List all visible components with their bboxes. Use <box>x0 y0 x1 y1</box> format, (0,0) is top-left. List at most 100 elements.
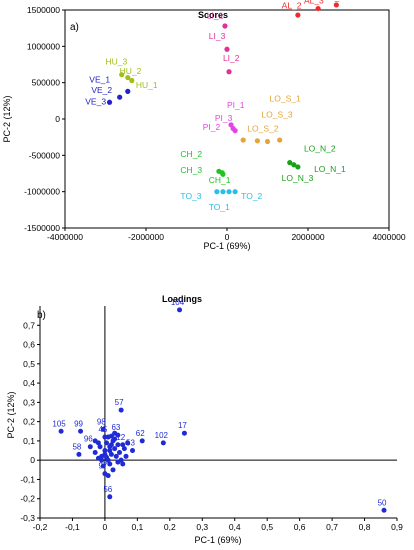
loadings-point <box>115 432 121 438</box>
scores-point <box>220 189 226 195</box>
scores-point <box>226 69 232 75</box>
loadings-y-tick-label: 0,7 <box>23 320 35 330</box>
loadings-y-tick-label: 0,3 <box>23 397 35 407</box>
scores-point-label: HU_1 <box>136 80 158 90</box>
loadings-point <box>121 446 127 452</box>
scores-point <box>119 72 125 78</box>
loadings-point-label: 99 <box>74 419 83 428</box>
loadings-y-tick-label: 0,6 <box>23 340 35 350</box>
loadings-point-label: 53 <box>126 439 135 448</box>
scores-point <box>333 2 339 8</box>
scores-x-tick-label: 4000000 <box>372 232 405 242</box>
loadings-point <box>115 442 121 448</box>
scores-point-label: CH_1 <box>209 175 231 185</box>
loadings-y-tick-label: -0,3 <box>20 513 35 523</box>
loadings-point <box>58 428 64 434</box>
scores-point <box>254 138 260 144</box>
scores-x-tick-label: 2000000 <box>291 232 324 242</box>
loadings-point <box>120 461 126 467</box>
loadings-title: Loadings <box>162 294 202 304</box>
scores-y-tick-label: -500000 <box>29 150 60 160</box>
loadings-point <box>125 440 131 446</box>
scores-y-tick-label: -1500000 <box>24 223 60 233</box>
scores-point <box>224 46 230 52</box>
scores-point-label: CH_2 <box>180 149 202 159</box>
loadings-point <box>100 463 106 469</box>
scores-x-tick-label: 0 <box>225 232 230 242</box>
loadings-x-tick-label: 0,8 <box>359 522 371 532</box>
loadings-point <box>92 449 98 455</box>
scores-point-label: PI_2 <box>203 122 221 132</box>
scores-point <box>287 160 293 166</box>
scores-point-label: LO_N_2 <box>304 144 336 154</box>
loadings-point-label: 105 <box>52 419 66 428</box>
loadings-point <box>104 440 110 446</box>
scores-chart: a) Scores PC-1 (69%) PC-2 (12%) -4000000… <box>2 0 406 251</box>
loadings-x-tick-label: 0,4 <box>229 522 241 532</box>
scores-point <box>226 189 232 195</box>
loadings-point-label: 63 <box>111 423 120 432</box>
loadings-point <box>100 426 106 432</box>
loadings-x-tick-label: -0,1 <box>65 522 80 532</box>
loadings-point <box>110 467 116 473</box>
scores-x-tick-label: -2000000 <box>128 232 164 242</box>
loadings-y-axis-title: PC-2 (12%) <box>6 391 16 438</box>
scores-point-label: LO_N_3 <box>282 173 314 183</box>
scores-point-label: LO_N_1 <box>314 164 346 174</box>
loadings-point <box>115 459 121 465</box>
loadings-point <box>87 444 93 450</box>
loadings-point <box>112 446 118 452</box>
loadings-point <box>92 438 98 444</box>
scores-point <box>232 128 238 134</box>
loadings-x-tick-label: 0,3 <box>196 522 208 532</box>
loadings-x-tick-label: 0,2 <box>164 522 176 532</box>
scores-y-tick-label: -1000000 <box>24 187 60 197</box>
scores-point <box>232 189 238 195</box>
scores-point-label: VE_2 <box>91 85 112 95</box>
loadings-point <box>97 444 103 450</box>
loadings-point <box>102 471 108 477</box>
loadings-x-tick-label: 0,5 <box>261 522 273 532</box>
scores-point <box>214 189 220 195</box>
loadings-point <box>113 453 119 459</box>
loadings-point <box>160 440 166 446</box>
loadings-point <box>76 451 82 457</box>
scores-point-label: HU_2 <box>120 66 142 76</box>
scores-point <box>277 137 283 143</box>
loadings-point-label: 57 <box>115 398 124 407</box>
loadings-chart: b) Loadings PC-1 (69%) PC-2 (12%) -0,2 -0… <box>6 294 403 545</box>
loadings-point <box>108 451 114 457</box>
scores-x-axis-title: PC-1 (69%) <box>203 241 250 251</box>
loadings-x-tick-label: 0,6 <box>294 522 306 532</box>
loadings-point <box>181 430 187 436</box>
loadings-point <box>78 428 84 434</box>
loadings-point-label: 102 <box>155 431 169 440</box>
loadings-point-label: 104 <box>171 298 185 307</box>
scores-point-label: AL_3 <box>304 0 324 5</box>
loadings-point <box>118 407 124 413</box>
scores-point-label: PI_3 <box>215 113 233 123</box>
scores-point <box>295 164 301 170</box>
loadings-x-tick-label: 0,7 <box>326 522 338 532</box>
scores-y-tick-label: 1500000 <box>27 5 60 15</box>
loadings-point-label: 45 <box>98 425 107 434</box>
loadings-x-tick-label: 0,1 <box>131 522 143 532</box>
loadings-x-tick-label: 0,9 <box>391 522 403 532</box>
scores-point <box>129 77 135 84</box>
loadings-point <box>177 307 183 313</box>
loadings-x-tick-label: -0,2 <box>33 522 48 532</box>
loadings-y-tick-label: -0,2 <box>20 494 35 504</box>
loadings-point <box>381 507 387 513</box>
scores-point <box>222 23 228 29</box>
scores-panel-tag: a) <box>70 22 79 33</box>
scores-point-label: LI_1 <box>207 11 224 21</box>
loadings-point-label: 56 <box>103 485 112 494</box>
loadings-point <box>129 448 135 454</box>
loadings-point <box>117 449 123 455</box>
scores-point-label: LI_3 <box>209 31 226 41</box>
scores-point <box>125 88 131 94</box>
loadings-y-tick-label: -0,1 <box>20 474 35 484</box>
scores-point <box>125 74 131 81</box>
scores-point <box>315 5 321 12</box>
